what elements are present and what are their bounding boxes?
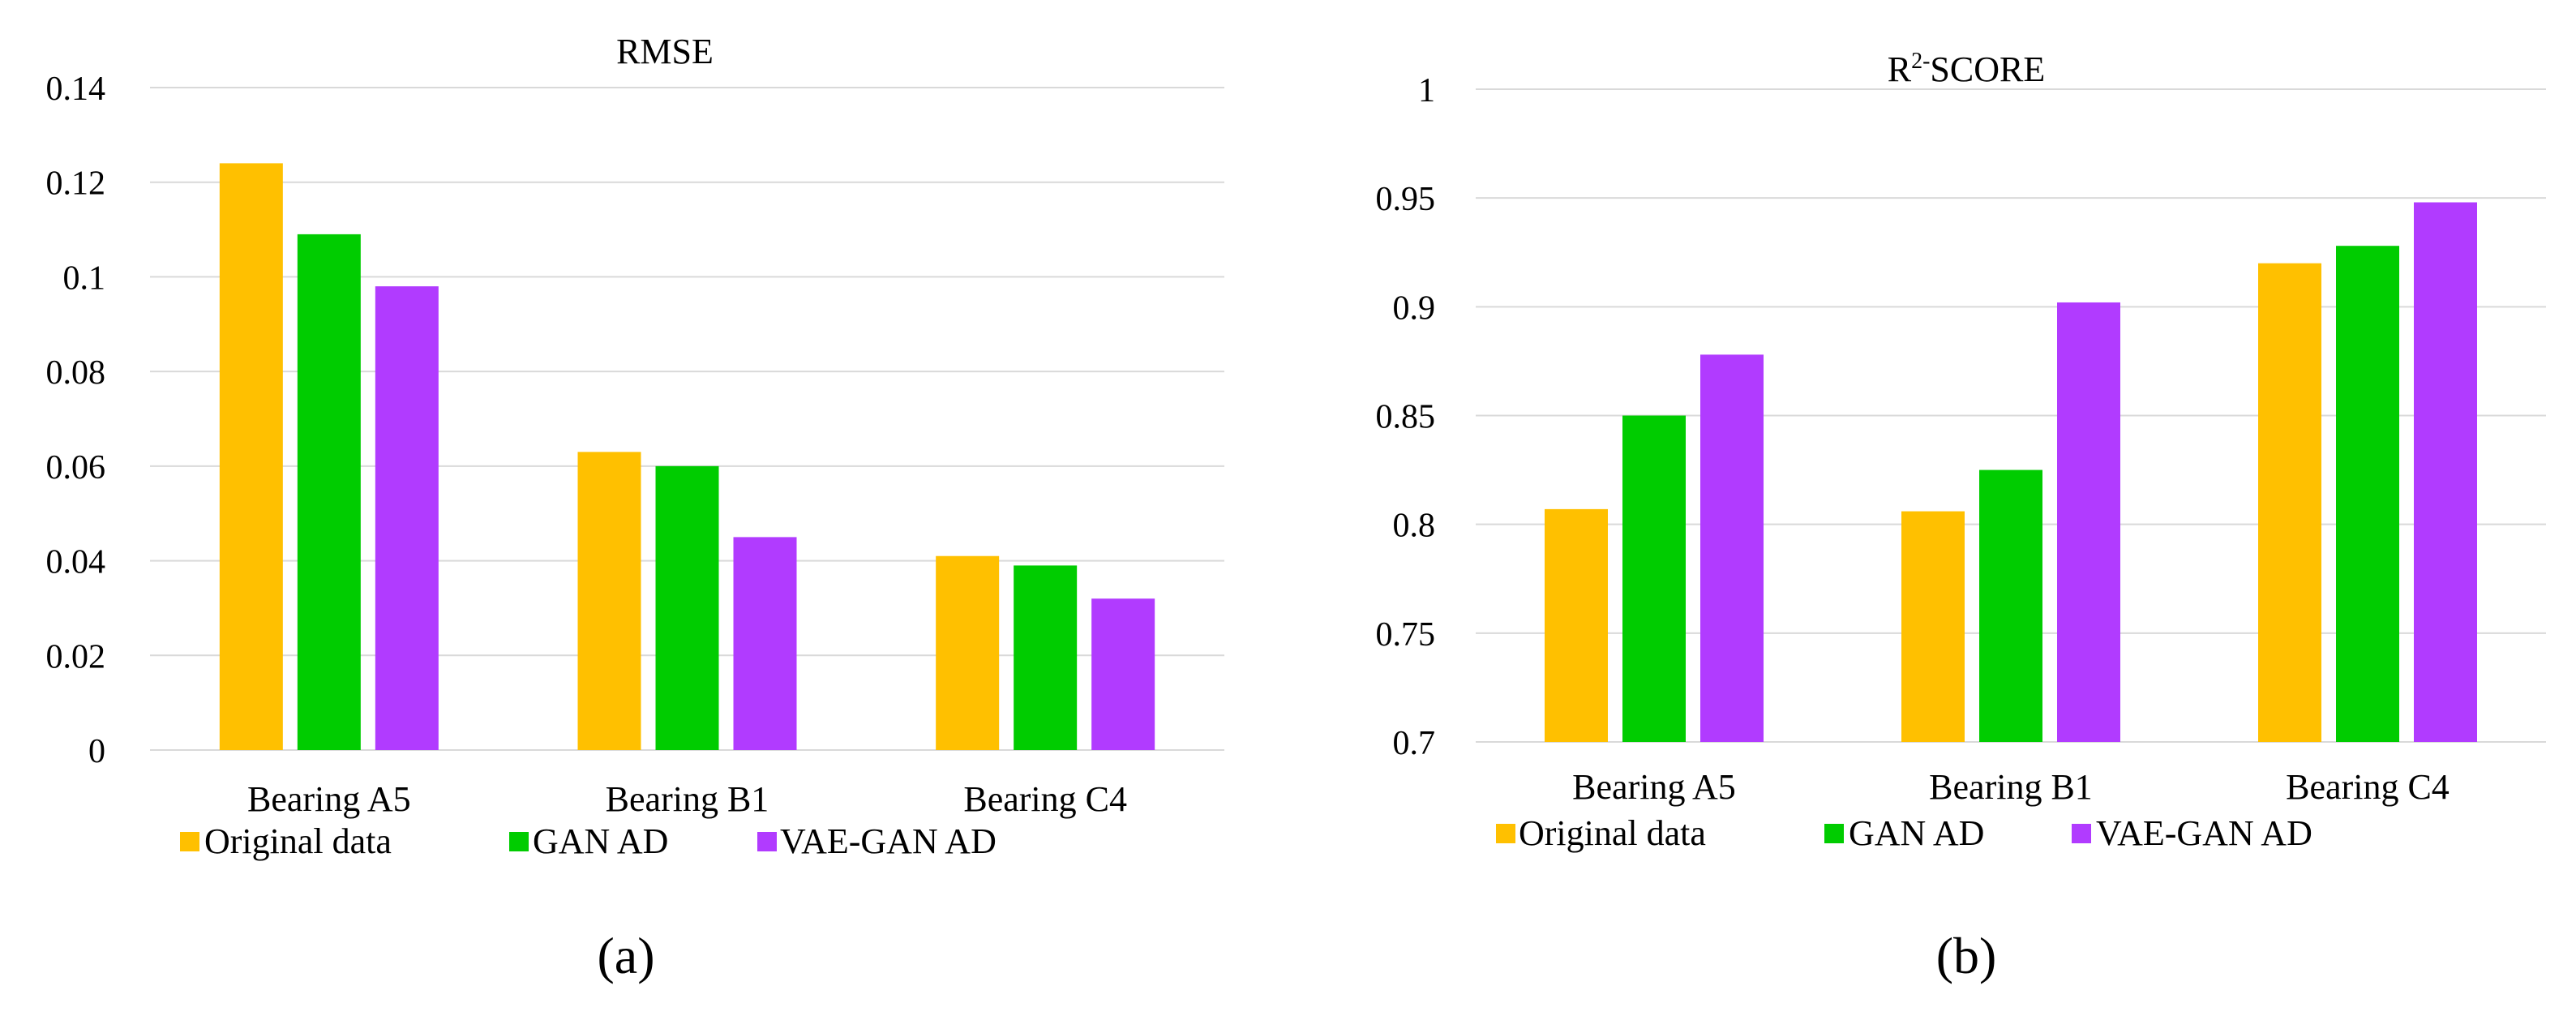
- legend-swatch: [1496, 824, 1515, 843]
- chart-title: R2-SCORE: [1888, 49, 2046, 89]
- bar: [655, 465, 719, 750]
- y-tick-label: 0.06: [46, 449, 106, 487]
- bar: [1979, 469, 2042, 742]
- y-axis-ticks: 0 0.02 0.04 0.06 0.08 0.1 0.12 0.14: [46, 71, 106, 770]
- y-tick-label: 0.7: [1393, 725, 1436, 762]
- legend-label: GAN AD: [533, 821, 668, 861]
- legend: Original data GAN AD VAE-GAN AD: [1496, 813, 2312, 853]
- bar-series: [219, 163, 1155, 751]
- title-suffix: SCORE: [1930, 49, 2045, 89]
- bar: [1700, 354, 1764, 742]
- legend-swatch: [2072, 824, 2091, 843]
- bar-series: [1545, 202, 2477, 743]
- y-tick-label: 0.9: [1393, 289, 1436, 327]
- x-tick-label: Bearing B1: [1929, 767, 2093, 807]
- x-tick-label: Bearing C4: [2286, 767, 2450, 807]
- y-tick-label: 0.75: [1376, 616, 1436, 654]
- bar: [2414, 202, 2477, 743]
- bar: [219, 163, 283, 750]
- legend-label: Original data: [204, 821, 392, 861]
- legend-label: VAE-GAN AD: [2096, 813, 2312, 853]
- bar: [2258, 263, 2321, 743]
- title-main: R: [1888, 49, 1912, 89]
- bar: [1014, 565, 1078, 750]
- y-tick-label: 0: [88, 733, 105, 770]
- panel-label-a: (a): [597, 927, 654, 984]
- bar: [1901, 511, 1965, 742]
- bar: [1545, 508, 1608, 742]
- x-axis-ticks: Bearing A5 Bearing B1 Bearing C4: [247, 779, 1127, 819]
- bar: [375, 286, 439, 751]
- legend-label: GAN AD: [1849, 813, 1984, 853]
- panel-label-b: (b): [1936, 927, 1997, 984]
- y-tick-label: 1: [1418, 72, 1435, 109]
- bar: [2336, 246, 2399, 742]
- x-tick-label: Bearing B1: [606, 779, 769, 819]
- legend: Original data GAN AD VAE-GAN AD: [180, 821, 997, 861]
- legend-swatch: [1824, 824, 1844, 843]
- bar: [733, 537, 797, 750]
- y-tick-label: 0.12: [46, 165, 106, 203]
- r2-score-chart: R2-SCORE 0.7 0.75 0.8 0.85 0.9 0.95 1 Bearing …: [1376, 49, 2546, 853]
- y-tick-label: 0.1: [63, 259, 106, 297]
- chart-title: RMSE: [616, 32, 714, 71]
- bar: [936, 555, 1000, 750]
- bar: [1622, 415, 1686, 742]
- bar: [2057, 302, 2120, 742]
- x-tick-label: Bearing A5: [1572, 767, 1736, 807]
- y-tick-label: 0.08: [46, 354, 106, 392]
- y-tick-label: 0.04: [46, 544, 106, 581]
- legend-swatch: [757, 832, 777, 851]
- bar: [577, 452, 641, 750]
- y-tick-label: 0.8: [1393, 508, 1436, 545]
- legend-label: Original data: [1519, 813, 1706, 853]
- legend-swatch: [180, 832, 199, 851]
- y-axis-ticks: 0.7 0.75 0.8 0.85 0.9 0.95 1: [1376, 72, 1436, 762]
- x-axis-ticks: Bearing A5 Bearing B1 Bearing C4: [1572, 767, 2450, 807]
- y-tick-label: 0.14: [46, 71, 106, 108]
- legend-swatch: [509, 832, 529, 851]
- y-tick-label: 0.85: [1376, 399, 1436, 436]
- y-tick-label: 0.95: [1376, 181, 1436, 218]
- rmse-chart: RMSE 0 0.02 0.04 0.06 0.08 0.1 0.12 0.14 Bearin…: [46, 32, 1224, 861]
- x-tick-label: Bearing A5: [247, 779, 411, 819]
- bar: [297, 234, 361, 751]
- x-tick-label: Bearing C4: [963, 779, 1127, 819]
- legend-label: VAE-GAN AD: [780, 821, 997, 861]
- y-tick-label: 0.02: [46, 638, 106, 675]
- bar: [1091, 598, 1155, 750]
- title-superscript: 2-: [1911, 49, 1930, 74]
